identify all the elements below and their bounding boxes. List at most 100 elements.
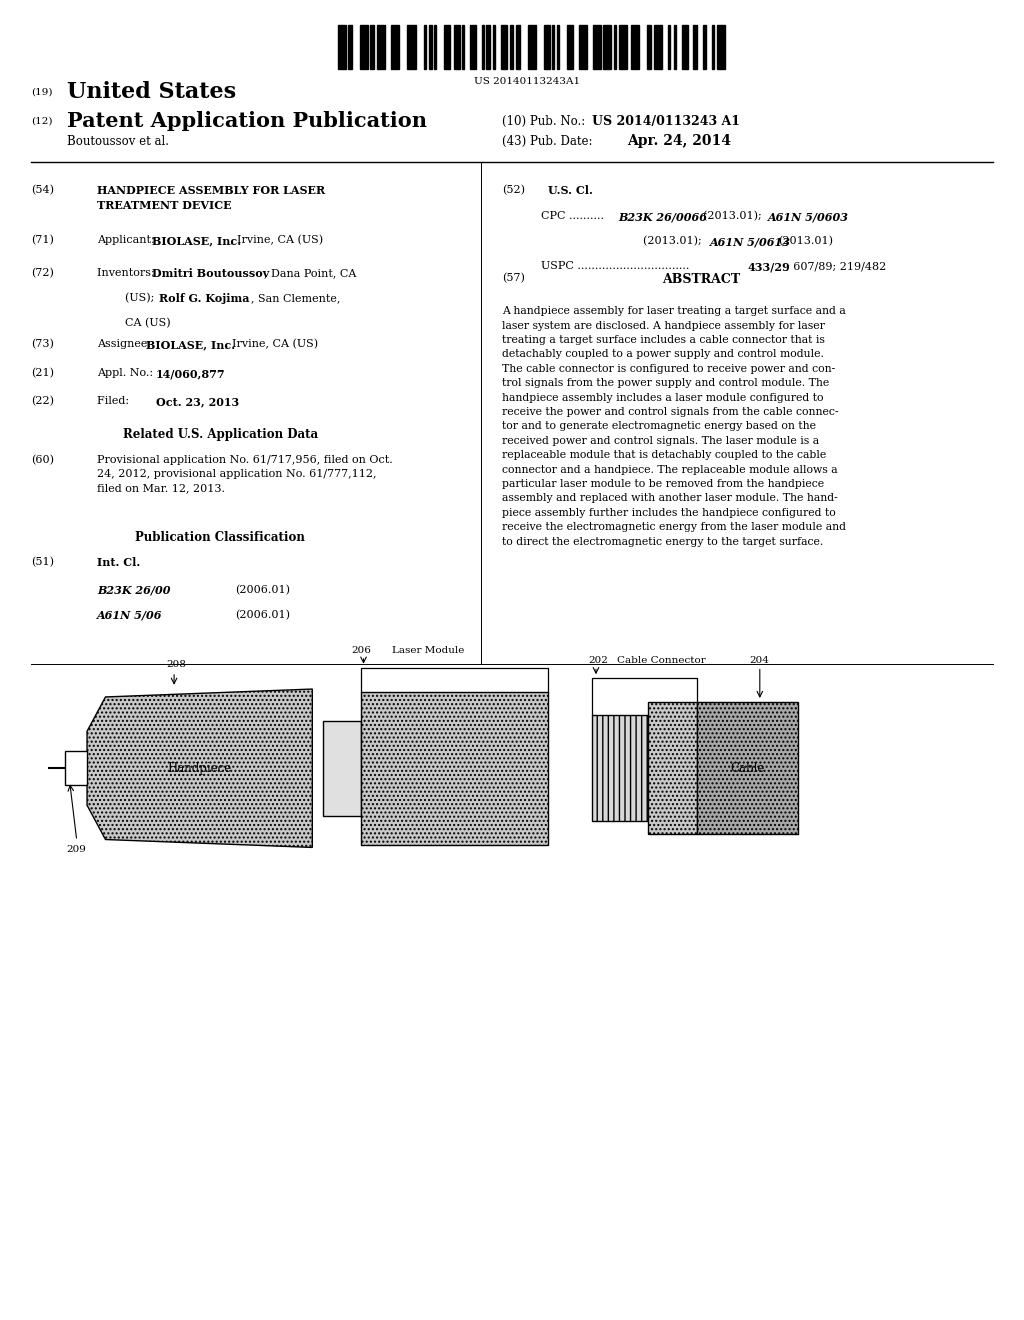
Bar [552, 25, 554, 69]
Text: 14/060,877: 14/060,877 [156, 368, 225, 379]
Bar [434, 25, 436, 69]
Bar [567, 25, 573, 69]
Bar [702, 25, 707, 69]
Text: 433/29: 433/29 [748, 261, 791, 272]
Text: A61N 5/06: A61N 5/06 [97, 610, 163, 620]
Bar [65, 751, 87, 785]
Text: U.S. Cl.: U.S. Cl. [548, 185, 593, 195]
Bar [323, 721, 361, 816]
Text: Boutoussov et al.: Boutoussov et al. [67, 135, 169, 148]
Text: Cable: Cable [730, 762, 765, 775]
Text: Handpiece: Handpiece [168, 762, 231, 775]
Bar [631, 25, 639, 69]
Text: Assignee:: Assignee: [97, 339, 155, 350]
Bar [391, 25, 399, 69]
Bar [470, 25, 476, 69]
Text: (54): (54) [31, 185, 53, 195]
Bar [613, 25, 615, 69]
Text: US 2014/0113243 A1: US 2014/0113243 A1 [592, 115, 740, 128]
Bar [557, 25, 559, 69]
Text: A handpiece assembly for laser treating a target surface and a
laser system are : A handpiece assembly for laser treating … [502, 306, 846, 546]
Text: Applicant:: Applicant: [97, 235, 159, 246]
Text: Filed:: Filed: [97, 396, 161, 407]
Bar [682, 25, 688, 69]
Bar [348, 25, 352, 69]
Text: (2006.01): (2006.01) [236, 610, 291, 620]
Text: (72): (72) [31, 268, 53, 279]
Text: Provisional application No. 61/717,956, filed on Oct.
24, 2012, provisional appl: Provisional application No. 61/717,956, … [97, 455, 393, 494]
Text: (2013.01);: (2013.01); [703, 211, 766, 222]
Text: Int. Cl.: Int. Cl. [97, 557, 140, 568]
Text: , Irvine, CA (US): , Irvine, CA (US) [225, 339, 318, 350]
Text: Oct. 23, 2013: Oct. 23, 2013 [156, 396, 239, 407]
Bar [486, 25, 489, 69]
Text: CPC ..........: CPC .......... [541, 211, 604, 222]
Text: (43) Pub. Date:: (43) Pub. Date: [502, 135, 592, 148]
Bar [338, 25, 346, 69]
Text: Apr. 24, 2014: Apr. 24, 2014 [627, 135, 731, 148]
Text: (12): (12) [31, 117, 52, 125]
Bar [424, 25, 426, 69]
Text: , San Clemente,: , San Clemente, [251, 293, 340, 304]
Text: Publication Classification: Publication Classification [135, 531, 305, 544]
Text: United States: United States [67, 82, 236, 103]
Text: Appl. No.:: Appl. No.: [97, 368, 157, 379]
Bar [511, 25, 513, 69]
Bar [444, 25, 451, 69]
Bar [592, 715, 648, 821]
Text: (22): (22) [31, 396, 53, 407]
Bar [544, 25, 550, 69]
Bar [454, 25, 460, 69]
Bar [359, 25, 368, 69]
Bar [481, 25, 483, 69]
Text: 209: 209 [67, 845, 86, 854]
Bar [668, 25, 671, 69]
Text: Patent Application Publication: Patent Application Publication [67, 111, 427, 132]
Text: 202: 202 [589, 656, 608, 665]
Bar [620, 25, 628, 69]
Text: (73): (73) [31, 339, 53, 350]
Text: (57): (57) [502, 273, 524, 284]
Bar [603, 25, 611, 69]
Text: , Dana Point, CA: , Dana Point, CA [264, 268, 356, 279]
Bar [712, 25, 715, 69]
Text: (21): (21) [31, 368, 53, 379]
Text: BIOLASE, Inc.: BIOLASE, Inc. [152, 235, 241, 246]
Text: 208: 208 [166, 660, 185, 669]
Text: A61N 5/0603: A61N 5/0603 [768, 211, 849, 222]
Bar [674, 25, 676, 69]
Bar [579, 25, 587, 69]
Bar [654, 25, 663, 69]
Text: CA (US): CA (US) [125, 318, 171, 329]
Text: (US);: (US); [125, 293, 158, 304]
Bar [408, 25, 416, 69]
Text: (52): (52) [502, 185, 524, 195]
Text: HANDPIECE ASSEMBLY FOR LASER
TREATMENT DEVICE: HANDPIECE ASSEMBLY FOR LASER TREATMENT D… [97, 185, 326, 211]
Bar [648, 702, 697, 834]
Text: ABSTRACT: ABSTRACT [663, 273, 740, 286]
Text: Rolf G. Kojima: Rolf G. Kojima [159, 293, 249, 304]
Bar [361, 692, 548, 845]
Text: (71): (71) [31, 235, 53, 246]
Text: Dmitri Boutoussov: Dmitri Boutoussov [152, 268, 269, 279]
Text: (60): (60) [31, 455, 53, 466]
Text: B23K 26/0066: B23K 26/0066 [618, 211, 708, 222]
Polygon shape [87, 689, 312, 847]
Text: Cable Connector: Cable Connector [617, 656, 707, 665]
Text: B23K 26/00: B23K 26/00 [97, 585, 171, 595]
Bar [693, 25, 697, 69]
Text: USPC ................................: USPC ................................ [541, 261, 689, 272]
Bar [527, 25, 536, 69]
Bar [501, 25, 507, 69]
Text: BIOLASE, Inc.: BIOLASE, Inc. [146, 339, 236, 350]
Bar [494, 25, 496, 69]
Bar [697, 702, 798, 834]
Text: Inventors:: Inventors: [97, 268, 159, 279]
Text: (51): (51) [31, 557, 53, 568]
Bar [429, 25, 432, 69]
Text: 206: 206 [351, 645, 371, 655]
Text: (2013.01);: (2013.01); [643, 236, 706, 247]
Text: (2006.01): (2006.01) [236, 585, 291, 595]
Text: A61N 5/0613: A61N 5/0613 [710, 236, 791, 247]
Text: 204: 204 [750, 656, 769, 665]
